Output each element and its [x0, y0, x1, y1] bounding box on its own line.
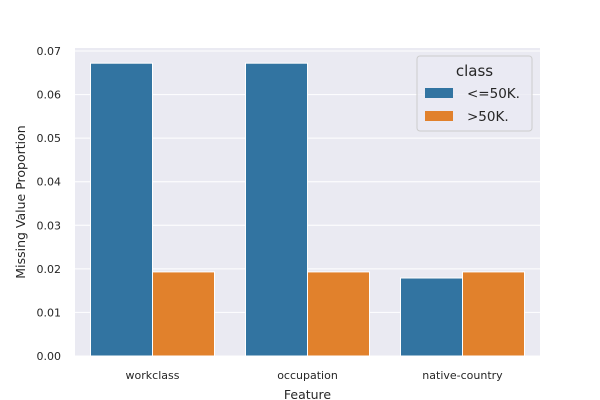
bar-occupation-gt50k	[307, 271, 370, 357]
bars	[90, 62, 525, 357]
x-tick-label: workclass	[126, 369, 180, 382]
y-tick-label: 0.05	[37, 132, 62, 145]
legend-swatch-le50k	[425, 88, 453, 98]
y-tick-label: 0.04	[37, 176, 62, 189]
bar-native-country-le50k	[400, 277, 463, 357]
bar-native-country-gt50k	[462, 271, 525, 357]
legend-title: class	[456, 62, 493, 80]
y-tick-label: 0.06	[37, 89, 62, 102]
bar-occupation-le50k	[245, 62, 308, 357]
y-tick-label: 0.03	[37, 219, 62, 232]
bar-workclass-le50k	[90, 62, 153, 357]
y-tick-label: 0.01	[37, 306, 62, 319]
legend: class <=50K. >50K.	[416, 55, 533, 132]
legend-label-le50k: <=50K.	[467, 86, 520, 102]
bar-workclass-gt50k	[152, 271, 215, 357]
y-tick-label: 0.00	[37, 350, 62, 363]
y-axis-label: Missing Value Proportion	[13, 125, 28, 278]
y-tick-label: 0.02	[37, 263, 62, 276]
x-tick-labels: workclass occupation native-country	[126, 369, 504, 382]
y-tick-label: 0.07	[37, 45, 62, 58]
x-tick-label: occupation	[277, 369, 338, 382]
y-tick-labels: 0.00 0.01 0.02 0.03 0.04 0.05 0.06 0.07	[37, 45, 62, 363]
x-tick-label: native-country	[422, 369, 503, 382]
x-axis-label: Feature	[284, 387, 332, 400]
legend-label-gt50k: >50K.	[467, 109, 509, 125]
legend-swatch-gt50k	[425, 111, 453, 121]
